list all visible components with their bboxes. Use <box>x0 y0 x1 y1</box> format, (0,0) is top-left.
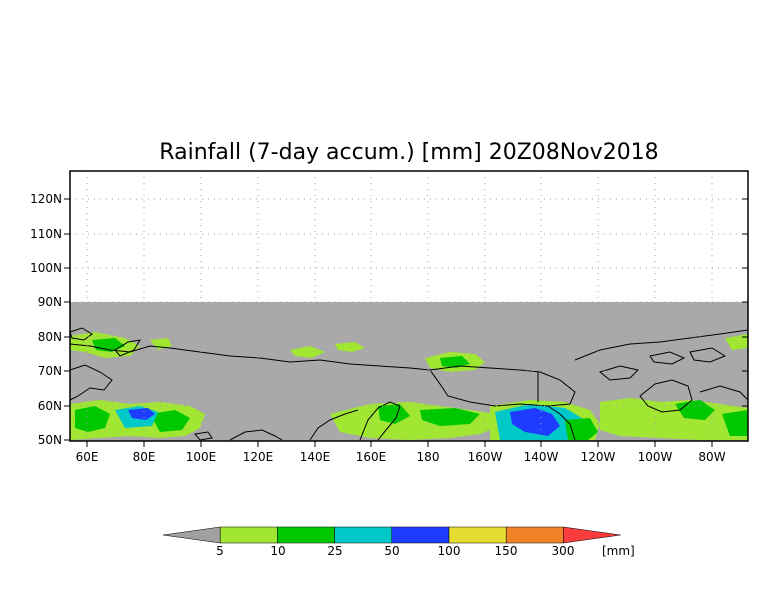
rain-patch-hudson-green <box>675 400 715 420</box>
lon-label: 160W <box>468 450 503 464</box>
rain-patch-west-asia-blue <box>128 408 155 420</box>
coastline-canada-arctic <box>574 329 749 361</box>
colorbar-cell <box>448 526 507 544</box>
lon-label: 120W <box>581 450 616 464</box>
coastline-alaska <box>429 365 576 407</box>
rain-patch-sib-mid-light <box>290 346 325 358</box>
lat-label: 80N <box>38 330 62 344</box>
coastline-canada-islands <box>598 347 727 381</box>
lon-label: 80W <box>698 450 725 464</box>
coastline-kamchatka <box>359 401 401 441</box>
colorbar: 5 10 25 50 100 150 300 [mm] <box>162 526 635 558</box>
rain-patch-west-asia-green2 <box>150 410 190 432</box>
plot-frame <box>69 170 749 442</box>
rain-patch-east-canada-green <box>722 410 748 436</box>
coastline-lake <box>194 431 213 441</box>
coastline-east-canada <box>699 385 749 401</box>
rain-patch-sib-mid2-light <box>335 342 365 352</box>
lon-label: 160E <box>356 450 387 464</box>
colorbar-threshold-label: 300 <box>552 544 575 558</box>
rain-patch-siberia-light <box>150 338 172 350</box>
rain-patch-gulf-alaska-blue <box>510 408 560 436</box>
lon-label: 100W <box>638 450 673 464</box>
lon-label: 140E <box>300 450 331 464</box>
lon-label: 120E <box>243 450 274 464</box>
lon-label: 100E <box>186 450 217 464</box>
lat-label: 60N <box>38 399 62 413</box>
coastline-arctic-eurasia <box>69 343 431 371</box>
rain-patch-chukotka-green <box>440 356 470 368</box>
colorbar-cells <box>162 526 621 544</box>
lat-label: 70N <box>38 364 62 378</box>
coastline-bc <box>547 405 576 441</box>
coastline-novaya-zemlya <box>114 339 141 357</box>
rain-patches <box>70 332 748 440</box>
lon-label: 140W <box>524 450 559 464</box>
lat-label: 110N <box>30 227 62 241</box>
lat-label: 90N <box>38 295 62 309</box>
colorbar-threshold-label: 5 <box>216 544 224 558</box>
colorbar-threshold-label: 25 <box>327 544 342 558</box>
colorbar-cell <box>391 526 450 544</box>
colorbar-cell <box>334 526 393 544</box>
rain-patch-west-asia-green <box>75 406 110 432</box>
colorbar-labels: 5 10 25 50 100 150 300 [mm] <box>216 544 635 558</box>
lon-labels: 60E 80E 100E 120E 140E 160E 180 160W 140… <box>76 450 726 464</box>
colorbar-threshold-label: 10 <box>270 544 285 558</box>
colorbar-overflow-triangle <box>563 526 621 544</box>
map-title: Rainfall (7-day accum.) [mm] 20Z08Nov201… <box>159 140 658 165</box>
lat-labels: 120N 110N 100N 90N 80N 70N 60N 50N <box>30 192 62 447</box>
colorbar-cell <box>219 526 278 544</box>
rain-patch-kamchatka-green <box>378 404 410 424</box>
colorbar-threshold-label: 150 <box>495 544 518 558</box>
colorbar-unit: [mm] <box>602 544 635 558</box>
coastline-hudson-bay <box>639 379 693 413</box>
colorbar-threshold-label: 100 <box>438 544 461 558</box>
lon-label: 80E <box>133 450 156 464</box>
colorbar-underflow-triangle <box>162 526 221 544</box>
coastline-japan-sea <box>229 429 283 441</box>
lat-label: 100N <box>30 261 62 275</box>
colorbar-cell <box>505 526 564 544</box>
lat-label: 50N <box>38 433 62 447</box>
colorbar-threshold-label: 50 <box>384 544 399 558</box>
lon-label: 60E <box>76 450 99 464</box>
coastline-scandinavia <box>69 364 113 401</box>
lat-label: 120N <box>30 192 62 206</box>
rain-patch-greenland-light <box>725 334 748 350</box>
lon-label: 180 <box>417 450 440 464</box>
lon-axis <box>86 441 713 447</box>
coastlines <box>69 327 749 441</box>
rain-patch-aleutian-green <box>420 408 480 426</box>
lat-axis <box>64 198 748 441</box>
grid-lines <box>70 171 748 441</box>
colorbar-cell <box>277 526 335 544</box>
coastline-okhotsk <box>309 409 359 441</box>
